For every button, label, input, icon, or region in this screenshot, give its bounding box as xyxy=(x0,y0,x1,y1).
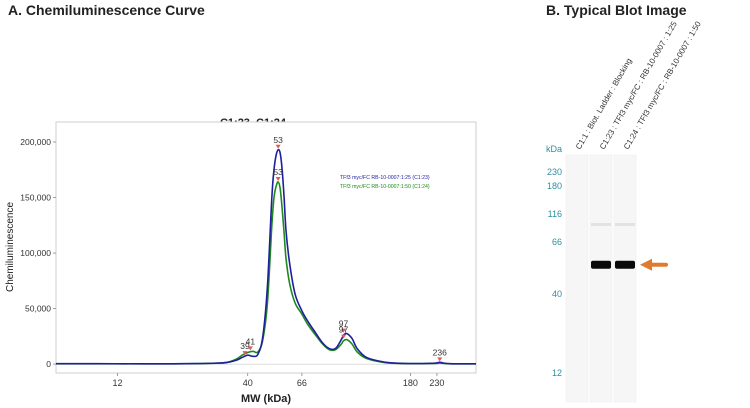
faint-band xyxy=(615,223,635,226)
peak-label: 39 xyxy=(240,341,250,351)
y-tick-label: 0 xyxy=(46,359,51,369)
kda-marker-labels: 230 180 116 66 40 12 xyxy=(547,167,562,378)
kda-marker-label: 180 xyxy=(547,181,562,191)
x-tick-label: 12 xyxy=(112,378,122,388)
band-arrow-icon xyxy=(640,258,668,271)
panel-a-heading: A. Chemiluminescence Curve xyxy=(8,2,205,18)
chemiluminescence-chart: C1:23, C1:24 050,000100,000150,000200,00… xyxy=(5,117,477,405)
series-line-c1-23 xyxy=(55,148,477,365)
y-axis-ticks: 0 50,000 100,000 150,000 200,000 xyxy=(20,137,56,369)
peak-label: 236 xyxy=(433,347,447,357)
peak-marker xyxy=(247,346,253,351)
peak-label: 41 xyxy=(246,336,256,346)
peak-label: 53 xyxy=(273,167,283,177)
blot-lane xyxy=(613,154,637,403)
chart-legend: TFf3 myc/FC RB-10-0007:1:25 (C1:23) TFf3 … xyxy=(340,175,430,190)
y-tick-label: 50,000 xyxy=(25,304,51,314)
legend-entry: TFf3 myc/FC RB-10-0007:1:25 (C1:23) xyxy=(340,175,430,181)
blot-lane xyxy=(589,154,613,403)
legend-entry: TFf3 myc/FC RB-10-0007:1:50 (C1:24) xyxy=(340,184,430,190)
peak-label: 53 xyxy=(273,135,283,145)
peak-marker xyxy=(275,144,281,149)
kda-marker-label: 12 xyxy=(552,368,562,378)
peak-marker xyxy=(437,357,443,362)
x-tick-label: 66 xyxy=(297,378,307,388)
blot-band xyxy=(591,260,611,269)
y-tick-label: 200,000 xyxy=(20,137,51,147)
y-tick-label: 150,000 xyxy=(20,193,51,203)
peak-marker xyxy=(341,328,347,333)
plot-area xyxy=(55,121,477,374)
kda-marker-label: 40 xyxy=(552,289,562,299)
peak-label: 97 xyxy=(339,325,349,335)
kda-marker-label: 230 xyxy=(547,167,562,177)
x-tick-label: 230 xyxy=(429,378,444,388)
kda-marker-label: 116 xyxy=(548,209,562,219)
x-tick-label: 40 xyxy=(243,378,253,388)
peak-marker xyxy=(242,351,248,356)
peak-label: 97 xyxy=(339,319,349,329)
x-axis-ticks: 12 40 66 180 230 xyxy=(112,373,444,388)
blot-lanes xyxy=(565,154,637,403)
x-tick-label: 180 xyxy=(403,378,418,388)
peak-marker xyxy=(275,176,281,181)
kda-unit-label: kDa xyxy=(546,144,562,154)
peak-marker xyxy=(341,334,347,339)
blot-lane xyxy=(565,154,589,403)
blot-band xyxy=(615,260,635,269)
y-axis-label: Chemiluminescence xyxy=(5,202,16,292)
y-tick-label: 100,000 xyxy=(20,248,51,258)
series-layer xyxy=(55,148,477,365)
panel-b-heading: B. Typical Blot Image xyxy=(546,2,687,18)
faint-band xyxy=(591,223,611,226)
x-axis-label: MW (kDa) xyxy=(241,393,291,405)
kda-marker-label: 66 xyxy=(552,237,562,247)
